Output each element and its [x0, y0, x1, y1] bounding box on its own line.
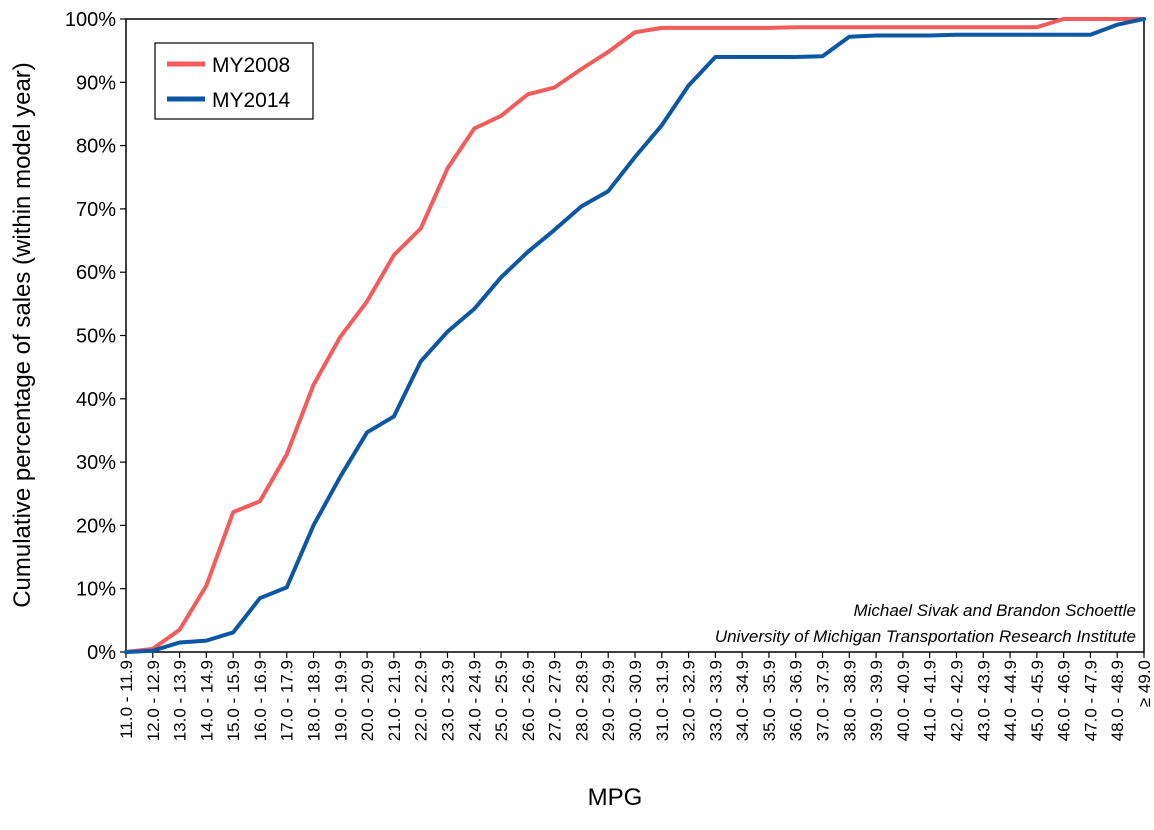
x-tick-label: 40.0 - 40.9 [894, 660, 913, 741]
legend: MY2008 MY2014 [154, 42, 314, 120]
x-tick-label: 33.0 - 33.9 [706, 660, 725, 741]
x-tick-label: 24.0 - 24.9 [465, 660, 484, 741]
y-tick-label: 70% [76, 199, 116, 221]
x-tick-label: 26.0 - 26.9 [519, 660, 538, 741]
x-tick-label: 25.0 - 25.9 [492, 660, 511, 741]
series-line-my2008 [124, 17, 1146, 654]
legend-label-my2014: MY2014 [212, 89, 291, 112]
x-tick-label: 16.0 - 16.9 [251, 660, 270, 741]
x-tick-label: 42.0 - 42.9 [947, 660, 966, 741]
y-tick-label: 40% [76, 389, 116, 411]
x-tick-label: 15.0 - 15.9 [224, 660, 243, 741]
x-axis-title: MPG [588, 784, 643, 811]
series-lines [124, 17, 1146, 654]
x-tick-label: 34.0 - 34.9 [733, 660, 752, 741]
y-tick-label: 80% [76, 136, 116, 158]
x-axis: 11.0 - 11.9 12.0 - 12.9 13.0 - 13.9 14.0 - … [117, 652, 1154, 741]
y-tick-label: 60% [76, 262, 116, 284]
y-tick-label: 100% [65, 9, 116, 31]
legend-box [154, 42, 314, 120]
x-tick-label: 19.0 - 19.9 [331, 660, 350, 741]
x-tick-label: 35.0 - 35.9 [760, 660, 779, 741]
y-tick-label: 50% [76, 326, 116, 348]
x-tick-label: 21.0 - 21.9 [385, 660, 404, 741]
y-tick-label: 0% [87, 642, 116, 664]
x-tick-label: 48.0 - 48.9 [1108, 660, 1127, 741]
x-tick-label: 43.0 - 43.9 [974, 660, 993, 741]
x-tick-label: 27.0 - 27.9 [546, 660, 565, 741]
x-tick-label: 46.0 - 46.9 [1055, 660, 1074, 741]
x-tick-label: ≥ 49.0 [1135, 660, 1154, 707]
x-tick-label: 28.0 - 28.9 [572, 660, 591, 741]
x-tick-label: 45.0 - 45.9 [1028, 660, 1047, 741]
x-tick-label: 32.0 - 32.9 [680, 660, 699, 741]
x-tick-label: 31.0 - 31.9 [653, 660, 672, 741]
x-tick-label: 18.0 - 18.9 [305, 660, 324, 741]
x-tick-label: 41.0 - 41.9 [921, 660, 940, 741]
x-tick-label: 22.0 - 22.9 [412, 660, 431, 741]
x-tick-label: 36.0 - 36.9 [787, 660, 806, 741]
x-tick-label: 39.0 - 39.9 [867, 660, 886, 741]
x-tick-label: 14.0 - 14.9 [197, 660, 216, 741]
x-tick-label: 29.0 - 29.9 [599, 660, 618, 741]
x-tick-label: 38.0 - 38.9 [840, 660, 859, 741]
y-axis-title: Cumulative percentage of sales (within m… [9, 62, 36, 608]
series-line-my2014 [124, 17, 1146, 654]
y-tick-label: 20% [76, 515, 116, 537]
x-tick-label: 12.0 - 12.9 [144, 660, 163, 741]
x-tick-label: 23.0 - 23.9 [438, 660, 457, 741]
credit-institute: University of Michigan Transportation Re… [715, 627, 1136, 646]
y-tick-label: 30% [76, 452, 116, 474]
x-tick-label: 13.0 - 13.9 [171, 660, 190, 741]
x-tick-label: 20.0 - 20.9 [358, 660, 377, 741]
credit-authors: Michael Sivak and Brandon Schoettle [853, 601, 1136, 620]
x-tick-label: 30.0 - 30.9 [626, 660, 645, 741]
y-tick-label: 10% [76, 579, 116, 601]
x-tick-label: 44.0 - 44.9 [1001, 660, 1020, 741]
x-tick-label: 37.0 - 37.9 [814, 660, 833, 741]
y-tick-label: 90% [76, 72, 116, 94]
x-tick-label: 11.0 - 11.9 [117, 660, 136, 739]
legend-label-my2008: MY2008 [212, 54, 290, 77]
x-tick-label: 17.0 - 17.9 [278, 660, 297, 741]
x-tick-label: 47.0 - 47.9 [1081, 660, 1100, 741]
y-axis: 0% 10% 20% 30% 40% 50% 60% 70% 80% 90% 100% [65, 9, 126, 664]
